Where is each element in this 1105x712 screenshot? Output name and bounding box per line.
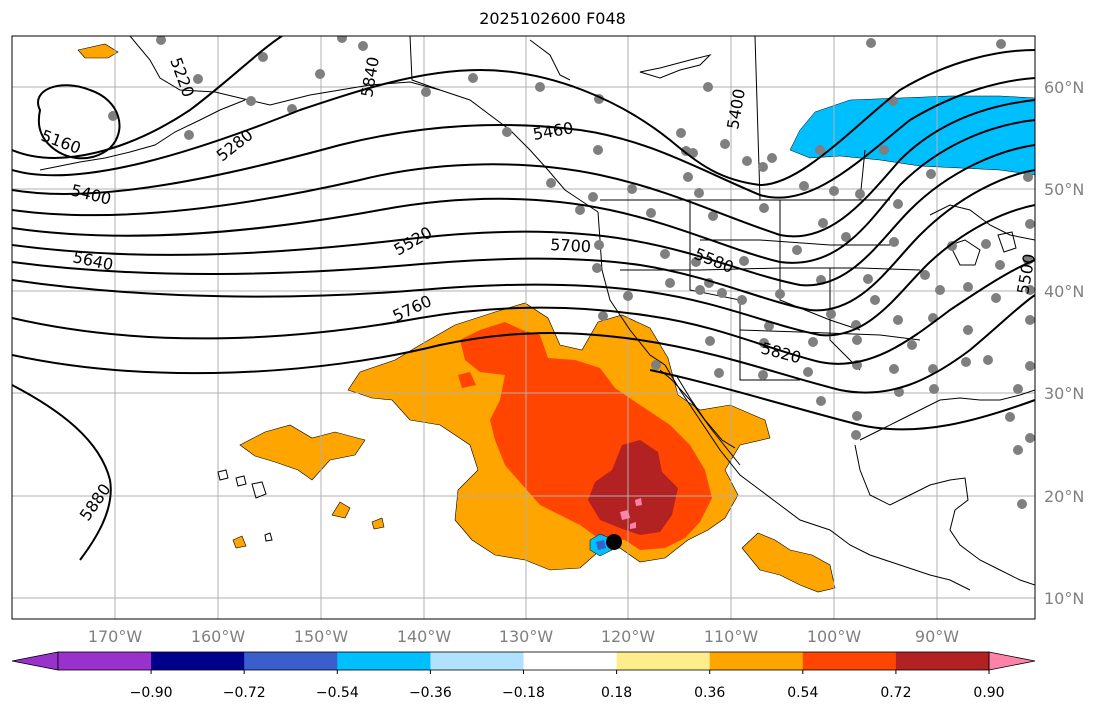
negative-anomaly-blue <box>789 95 1035 176</box>
positive-anomaly-patch <box>77 43 119 59</box>
colorbar-tick-label: −0.90 <box>130 685 173 701</box>
map-title: 2025102600 F048 <box>479 9 626 28</box>
colorbar-tick-label: 0.72 <box>880 685 911 701</box>
positive-anomaly-patch <box>371 517 385 530</box>
colorbar-ticks: −0.90 −0.72 −0.54 −0.36 −0.18 0.18 0.36 0.54 0.7… <box>130 670 1005 701</box>
contour-label: 5700 <box>550 235 592 256</box>
positive-anomaly-pink <box>620 498 642 529</box>
colorbar-tick-label: −0.54 <box>316 685 359 701</box>
height-contours <box>12 36 1035 561</box>
lat-tick-label: 50°N <box>1044 180 1084 199</box>
positive-anomaly-patch <box>232 535 247 549</box>
contour-label: 5500 <box>1013 252 1039 295</box>
positive-anomaly-patch <box>239 424 366 481</box>
colorbar-extend-min <box>11 651 59 671</box>
colorbar-swatch <box>523 652 618 670</box>
lon-tick-label: 160°W <box>191 627 246 646</box>
colorbar-swatch <box>709 652 804 670</box>
anomaly-shading <box>77 43 1035 593</box>
lat-tick-label: 60°N <box>1044 78 1084 97</box>
colorbar-tick-label: −0.72 <box>223 685 266 701</box>
positive-anomaly-darkred <box>588 440 678 535</box>
positive-anomaly-patch <box>741 532 836 593</box>
colorbar-tick-label: −0.18 <box>502 685 545 701</box>
longitude-ticks: 170°W 160°W 150°W 140°W 130°W 120°W 110°… <box>88 627 959 646</box>
colorbar-swatch <box>895 652 990 670</box>
lat-tick-label: 30°N <box>1044 384 1084 403</box>
lon-tick-label: 130°W <box>499 627 554 646</box>
colorbar-tick-label: 0.36 <box>694 685 725 701</box>
storm-center-marker <box>606 534 622 550</box>
lon-tick-label: 100°W <box>807 627 862 646</box>
colorbar-swatch <box>58 652 152 670</box>
lon-tick-label: 140°W <box>397 627 452 646</box>
positive-anomaly-red <box>458 372 476 388</box>
lon-tick-label: 150°W <box>294 627 349 646</box>
colorbar-tick-label: 0.90 <box>973 685 1004 701</box>
colorbar-swatch <box>616 652 711 670</box>
lon-tick-label: 170°W <box>88 627 143 646</box>
colorbar-extend-max <box>988 651 1036 671</box>
colorbar-swatch <box>802 652 897 670</box>
colorbar-swatches <box>58 652 990 670</box>
lon-tick-label: 110°W <box>704 627 759 646</box>
lat-tick-label: 20°N <box>1044 487 1084 506</box>
colorbar-tick-label: 0.18 <box>601 685 632 701</box>
colorbar: −0.90 −0.72 −0.54 −0.36 −0.18 0.18 0.36 0.54 0.7… <box>11 651 1036 701</box>
colorbar-swatch <box>244 652 338 670</box>
latitude-ticks: 60°N 50°N 40°N 30°N 20°N 10°N <box>1044 78 1084 608</box>
positive-anomaly-patch <box>331 501 351 519</box>
map-area: 5160 5280 5220 5840 5400 5460 5400 5520 … <box>12 36 1039 619</box>
lat-tick-label: 40°N <box>1044 282 1084 301</box>
colorbar-swatch <box>337 652 431 670</box>
colorbar-tick-label: −0.36 <box>409 685 452 701</box>
colorbar-swatch <box>430 652 524 670</box>
lat-tick-label: 10°N <box>1044 589 1084 608</box>
lon-tick-label: 90°W <box>915 627 959 646</box>
colorbar-tick-label: 0.54 <box>787 685 818 701</box>
colorbar-swatch <box>151 652 245 670</box>
lon-tick-label: 120°W <box>601 627 656 646</box>
map-frame <box>11 35 1036 620</box>
